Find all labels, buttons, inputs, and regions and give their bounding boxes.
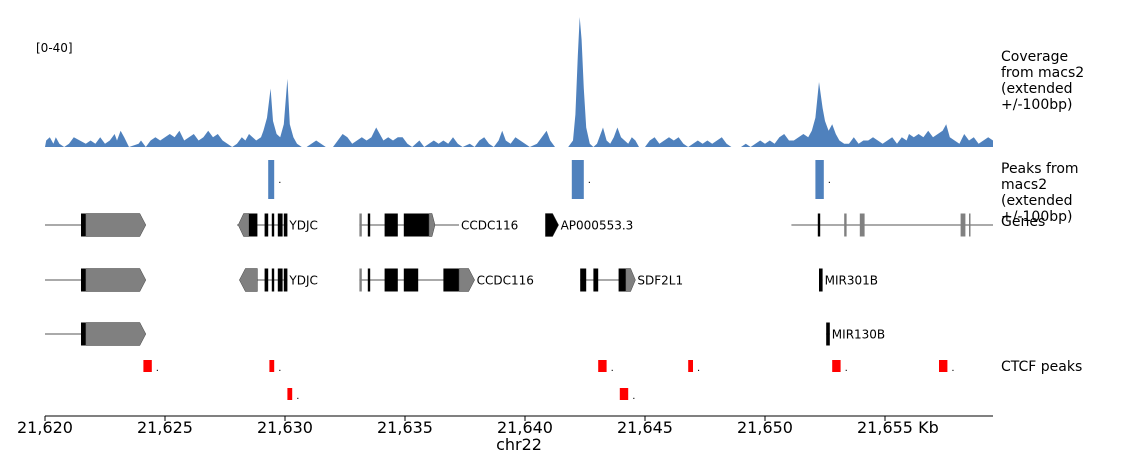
- gene-exon: [277, 213, 283, 237]
- gene-exon: [271, 268, 275, 292]
- gene-exon: [403, 268, 419, 292]
- macs2-peak-label: .: [588, 175, 591, 186]
- gene-exon: [618, 268, 626, 292]
- gene-exon: [817, 213, 821, 237]
- gene-exon: [580, 268, 582, 292]
- ctcf-peak-label: .: [951, 363, 954, 374]
- gene-exon: [81, 268, 86, 292]
- gene-exon: [593, 268, 599, 292]
- genes-title: Genes: [1001, 214, 1045, 230]
- gene-exon: [367, 268, 371, 292]
- ctcf-peak-label: .: [611, 363, 614, 374]
- x-tick-label: 21,655 Kb: [857, 418, 939, 437]
- ctcf-peak-label: .: [697, 363, 700, 374]
- coverage-area: [45, 17, 993, 147]
- x-tick-label: 21,650: [737, 418, 793, 437]
- gene-exon: [969, 213, 971, 237]
- x-tick-label: 21,625: [137, 418, 193, 437]
- gene-exon: [458, 268, 475, 292]
- gene-exon: [264, 213, 269, 237]
- gene-exon: [85, 322, 147, 346]
- gene-exon: [271, 213, 275, 237]
- gene-name-label: MIR301B: [825, 274, 878, 288]
- gene-name-label: AP000553.3: [561, 219, 634, 233]
- gene-exon: [826, 322, 830, 346]
- gene-exon: [443, 268, 459, 292]
- macs2-peak: [268, 160, 275, 199]
- macs2-peaks-track: Peaks from macs2 (extended +/-100bp) ...: [268, 160, 1079, 225]
- gene-exon: [367, 213, 371, 237]
- macs2-peak-label: .: [278, 175, 281, 186]
- ctcf-peak-label: .: [296, 391, 299, 402]
- ctcf-peak-label: .: [278, 363, 281, 374]
- gene-exon: [249, 213, 258, 237]
- gene-exon: [237, 213, 250, 237]
- gene-name-label: SDF2L1: [637, 274, 683, 288]
- ctcf-peak-label: .: [845, 363, 848, 374]
- gene-exon: [545, 213, 559, 237]
- x-axis: chr22 21,620 21,625 21,630 21,635 21,640 21,6…: [17, 415, 993, 454]
- x-tick-label: 21,620: [17, 418, 73, 437]
- ctcf-peak-label: .: [156, 363, 159, 374]
- x-axis-label: chr22: [496, 435, 542, 454]
- gene-name-label: YDJC: [288, 274, 318, 288]
- ctcf-peak-label: .: [632, 391, 635, 402]
- coverage-title-line-4: +/-100bp): [1001, 97, 1072, 113]
- gene-name-label: CCDC116: [461, 219, 518, 233]
- gene-exon: [859, 213, 865, 237]
- gene-exon: [819, 268, 823, 292]
- ctcf-peak: [287, 388, 293, 400]
- gene-exon: [85, 213, 147, 237]
- gene-exon: [581, 268, 587, 292]
- peaks-title-line-3: (extended: [1001, 193, 1072, 209]
- gene-exon: [359, 268, 362, 292]
- gene-name-label: CCDC116: [477, 274, 534, 288]
- ctcf-peak: [939, 360, 948, 372]
- gene-exon: [384, 268, 398, 292]
- macs2-peak-label: .: [828, 175, 831, 186]
- x-tick-label: 21,640: [497, 418, 553, 437]
- gene-exon: [264, 268, 269, 292]
- x-tick-label: 21,630: [257, 418, 313, 437]
- gene-name-label: YDJC: [288, 219, 318, 233]
- ctcf-peak: [143, 360, 152, 372]
- coverage-title-line-3: (extended: [1001, 81, 1072, 97]
- peaks-title-line-1: Peaks from: [1001, 161, 1079, 177]
- ctcf-peak: [598, 360, 607, 372]
- macs2-peak: [815, 160, 824, 199]
- x-tick-label: 21,635: [377, 418, 433, 437]
- gene-exon: [844, 213, 847, 237]
- gene-exon: [283, 268, 288, 292]
- genes-track: Genes YDJC CCDC116 AP000553.3 YDJC CCDC116 SD…: [45, 213, 1045, 346]
- gene-exon: [403, 213, 429, 237]
- peaks-title-line-2: macs2: [1001, 177, 1047, 193]
- ctcf-title: CTCF peaks: [1001, 359, 1082, 375]
- macs2-peak: [571, 160, 584, 199]
- coverage-range-label: [0-40]: [36, 41, 73, 55]
- gene-exon: [359, 213, 362, 237]
- gene-exon: [283, 213, 288, 237]
- ctcf-peak: [688, 360, 693, 372]
- gene-exon: [428, 213, 436, 237]
- coverage-title-line-1: Coverage: [1001, 49, 1068, 65]
- gene-exon: [81, 213, 86, 237]
- ctcf-peak: [619, 388, 629, 400]
- gene-exon: [960, 213, 966, 237]
- ctcf-peak: [832, 360, 841, 372]
- gene-exon: [625, 268, 636, 292]
- coverage-track: [0-40] Coverage from macs2 (extended +/-…: [36, 17, 1084, 147]
- peaks-title-line-4: +/-100bp): [1001, 209, 1072, 225]
- gene-exon: [384, 213, 398, 237]
- ctcf-peak: [269, 360, 275, 372]
- gene-exon: [239, 268, 258, 292]
- coverage-title-line-2: from macs2: [1001, 65, 1084, 81]
- gene-exon: [81, 322, 86, 346]
- gene-exon: [277, 268, 283, 292]
- x-tick-label: 21,645: [617, 418, 673, 437]
- gene-name-label: MIR130B: [832, 328, 885, 342]
- gene-exon: [85, 268, 147, 292]
- ctcf-peaks-track: CTCF peaks ........: [143, 359, 1082, 402]
